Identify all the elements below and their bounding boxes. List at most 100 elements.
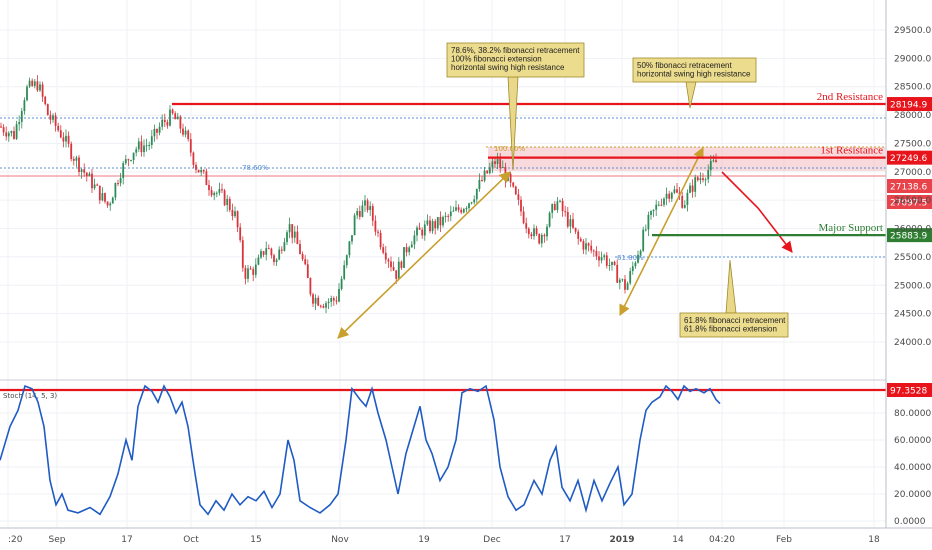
stoch-tick-label: 0.0000 bbox=[894, 517, 926, 527]
candle bbox=[101, 193, 104, 201]
candle bbox=[356, 211, 359, 216]
candle bbox=[244, 267, 247, 279]
candle bbox=[88, 173, 91, 177]
candle bbox=[660, 204, 663, 206]
y-tick-label: 24500.0 bbox=[894, 310, 931, 320]
candle bbox=[595, 251, 598, 257]
candle bbox=[62, 137, 65, 142]
candle bbox=[668, 193, 671, 199]
candle bbox=[158, 126, 161, 133]
candle bbox=[390, 261, 392, 268]
y-tick-label: 26500.0 bbox=[894, 196, 931, 206]
candle bbox=[0, 126, 2, 128]
candle bbox=[509, 173, 512, 183]
candle bbox=[475, 189, 478, 200]
candle bbox=[57, 125, 60, 131]
candle bbox=[699, 178, 702, 181]
candle bbox=[49, 115, 52, 120]
candle bbox=[496, 159, 499, 165]
candle bbox=[462, 209, 465, 213]
candle bbox=[335, 300, 338, 302]
callout-text: 61.8% fibonacci extension bbox=[684, 325, 777, 334]
price-tag-label: 27249.6 bbox=[890, 154, 927, 164]
candle bbox=[169, 109, 171, 126]
stoch-tick-label: 40.0000 bbox=[894, 463, 931, 473]
candle bbox=[676, 189, 678, 193]
candle bbox=[457, 207, 460, 210]
candle bbox=[650, 211, 652, 215]
candle bbox=[7, 133, 10, 137]
candle bbox=[182, 128, 184, 135]
candle bbox=[143, 145, 145, 153]
candle bbox=[327, 301, 330, 304]
candle bbox=[275, 259, 278, 262]
candle bbox=[525, 223, 528, 229]
candle bbox=[436, 217, 439, 229]
candle bbox=[33, 81, 36, 86]
x-tick-label: Sep bbox=[49, 535, 66, 545]
fib-label: 100.00% bbox=[494, 145, 525, 153]
stoch-label: Stoch (14, 5, 3) bbox=[3, 392, 57, 400]
stoch-tick-label: 20.0000 bbox=[894, 490, 931, 500]
price-tag bbox=[887, 228, 932, 243]
candle bbox=[624, 279, 626, 290]
x-tick-label: 04:20 bbox=[709, 535, 735, 545]
candle bbox=[540, 234, 543, 244]
candle bbox=[504, 167, 507, 181]
candle bbox=[278, 249, 281, 260]
candle bbox=[426, 220, 429, 225]
y-tick-label: 25000.0 bbox=[894, 281, 931, 291]
candle bbox=[106, 201, 109, 206]
candle bbox=[293, 231, 296, 238]
price-tag bbox=[887, 150, 932, 165]
y-tick-label: 29500.0 bbox=[894, 26, 931, 36]
candle bbox=[312, 294, 314, 304]
candle bbox=[647, 214, 650, 230]
candle bbox=[132, 152, 135, 161]
candle bbox=[379, 232, 382, 248]
candle bbox=[135, 149, 138, 153]
candle bbox=[449, 211, 452, 217]
candle bbox=[613, 261, 616, 265]
candle bbox=[455, 207, 457, 211]
price-tag-label: 28194.9 bbox=[890, 101, 927, 111]
candle bbox=[626, 283, 629, 290]
candle bbox=[634, 262, 637, 267]
candle bbox=[161, 119, 164, 127]
callout-pointer bbox=[725, 259, 737, 314]
candle bbox=[416, 227, 418, 236]
candle bbox=[119, 178, 122, 184]
candle bbox=[384, 252, 387, 260]
candle bbox=[65, 135, 67, 142]
candle bbox=[39, 84, 41, 91]
candle bbox=[317, 297, 320, 306]
candle bbox=[286, 232, 288, 243]
candle bbox=[585, 243, 587, 250]
levels: 2nd Resistance 28194.9 1st Resistance 27249… bbox=[172, 91, 932, 243]
candles bbox=[0, 75, 717, 314]
candle bbox=[299, 244, 301, 255]
candle bbox=[618, 279, 621, 283]
candle bbox=[564, 211, 567, 213]
candle bbox=[392, 267, 395, 271]
candle bbox=[488, 167, 491, 174]
callout-box bbox=[632, 57, 757, 83]
candle bbox=[215, 192, 218, 194]
candle bbox=[46, 104, 49, 116]
candle bbox=[387, 259, 390, 262]
candle bbox=[460, 209, 463, 213]
candle bbox=[221, 189, 223, 191]
fib-label: 61.80% bbox=[617, 254, 644, 262]
candle bbox=[468, 203, 470, 209]
candle bbox=[577, 231, 580, 239]
candle bbox=[423, 224, 426, 236]
candle bbox=[148, 144, 151, 146]
candle bbox=[709, 160, 712, 171]
drawings bbox=[337, 146, 793, 339]
candle bbox=[418, 227, 421, 230]
candle bbox=[470, 202, 473, 204]
candle bbox=[187, 130, 190, 140]
candle bbox=[332, 298, 335, 301]
candle bbox=[309, 278, 312, 295]
